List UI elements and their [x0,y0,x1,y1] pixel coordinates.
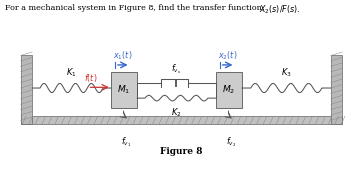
Text: $K_1$: $K_1$ [66,67,77,79]
Bar [111,72,137,108]
Bar [21,55,32,124]
Text: $f(t)$: $f(t)$ [84,72,98,84]
Bar [216,72,242,108]
Text: Figure 8: Figure 8 [160,147,203,156]
Text: $x_2(t)$: $x_2(t)$ [218,50,237,62]
Text: $M_2$: $M_2$ [222,84,236,96]
Text: $X_2(s)/F(s)$.: $X_2(s)/F(s)$. [259,4,301,16]
Text: $K_3$: $K_3$ [281,67,292,79]
Text: $x_1(t)$: $x_1(t)$ [113,50,132,62]
Text: $K_2$: $K_2$ [171,106,182,119]
Text: $f_{v_1}$: $f_{v_1}$ [121,136,131,149]
Text: $f_{v_2}$: $f_{v_2}$ [225,136,236,149]
Text: $M_1$: $M_1$ [117,84,131,96]
Text: $f_{v_s}$: $f_{v_s}$ [171,63,182,76]
Bar [331,55,342,124]
Bar [21,116,342,124]
Text: For a mechanical system in Figure 8, find the transfer function,: For a mechanical system in Figure 8, fin… [5,4,267,12]
